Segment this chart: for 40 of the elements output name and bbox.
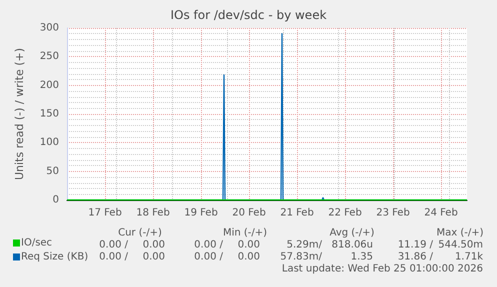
text: 57.83m/ — [280, 252, 323, 262]
y-tick-label: 0 — [52, 194, 59, 206]
y-tick-label: 200 — [40, 80, 59, 91]
text: 0.00 — [142, 240, 165, 250]
x-tick-label: 24 Feb — [424, 208, 458, 218]
x-tick-label: 17 Feb — [88, 208, 122, 218]
y-tick-label: 150 — [40, 108, 59, 120]
text: 1.35 — [350, 252, 373, 262]
legend-label: Req Size (KB) — [21, 252, 88, 262]
y-tick-label: 300 — [40, 22, 59, 34]
text: 11.19 / — [398, 240, 434, 250]
text: 0.00 / — [99, 252, 129, 262]
chart-title: IOs for /dev/sdc - by week — [170, 8, 327, 22]
y-tick-label: 50 — [46, 166, 59, 177]
x-tick-label: 19 Feb — [184, 208, 218, 218]
y-tick-label: 250 — [40, 51, 59, 62]
text: Min (-/+) — [222, 228, 268, 238]
y-tick-label: 100 — [40, 137, 59, 148]
text: 31.86 / — [398, 252, 434, 262]
text: Max (-/+) — [436, 228, 484, 238]
text: 0.00 / — [99, 240, 129, 250]
text: 0.00 — [238, 240, 260, 250]
text: 544.50m — [438, 240, 483, 250]
text: 818.06u — [332, 240, 373, 250]
x-tick-label: 23 Feb — [376, 208, 410, 218]
x-tick-label: 21 Feb — [280, 208, 314, 218]
x-tick-label: 20 Feb — [232, 208, 266, 218]
y-axis-title: Units read (-) / write (+) — [13, 48, 26, 180]
x-tick-label: 18 Feb — [136, 208, 170, 218]
text: 0.00 — [142, 252, 165, 262]
text: Cur (-/+) — [118, 228, 162, 238]
x-tick-label: 22 Feb — [328, 208, 362, 218]
text: Last update: Wed Feb 25 01:00:00 2026 — [282, 264, 483, 274]
text: 0.00 — [238, 252, 260, 262]
text: 5.29m/ — [286, 240, 323, 250]
text: Avg (-/+) — [330, 228, 375, 238]
text: 0.00 / — [194, 252, 224, 262]
text: 1.71k — [454, 252, 484, 262]
legend-label: IO/sec — [21, 238, 52, 248]
text: 0.00 / — [194, 240, 224, 250]
